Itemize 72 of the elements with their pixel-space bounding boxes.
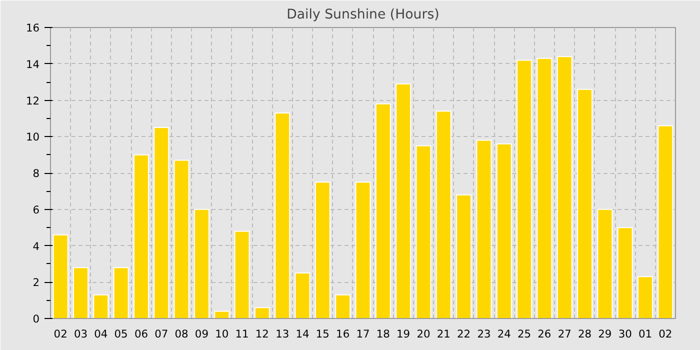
y-tick-label: 10 [26, 130, 40, 144]
x-tick-label: 22 [457, 328, 471, 340]
x-tick-label: 02 [54, 328, 68, 340]
x-tick-label: 29 [598, 328, 612, 340]
bar [294, 272, 310, 318]
x-tick-label: 15 [316, 328, 330, 340]
bar [72, 267, 88, 318]
bar [154, 127, 170, 318]
bar [496, 143, 512, 318]
bar [194, 208, 210, 318]
x-tick-label: 03 [74, 328, 88, 340]
x-tick-label: 26 [538, 328, 552, 340]
bar [436, 110, 452, 318]
bar [174, 160, 190, 318]
bar [516, 60, 532, 318]
x-tick-label: 28 [578, 328, 592, 340]
bar [314, 182, 330, 318]
bar [556, 56, 572, 318]
bar [93, 294, 109, 318]
y-tick-label: 14 [26, 58, 40, 71]
bar [638, 276, 654, 318]
y-tick-label: 12 [26, 94, 40, 108]
y-tick-label: 6 [32, 203, 40, 216]
x-tick-label: 04 [94, 328, 108, 340]
x-tick-label: 02 [658, 328, 672, 340]
x-tick-label: 06 [134, 328, 148, 340]
bar [113, 267, 129, 318]
bar [234, 230, 250, 318]
bar [355, 182, 371, 318]
bar [214, 310, 230, 318]
y-tick-label: 4 [32, 240, 40, 253]
y-tick-label: 8 [32, 167, 40, 180]
x-tick-label: 20 [416, 328, 430, 340]
x-tick-label: 09 [194, 328, 209, 340]
y-tick-label: 0 [32, 312, 40, 326]
x-tick-label: 05 [114, 328, 128, 340]
bar [396, 83, 412, 318]
bar [416, 145, 432, 318]
x-tick-label: 01 [638, 328, 652, 340]
bar [335, 294, 351, 318]
x-tick-label: 30 [618, 328, 632, 340]
bar [597, 208, 613, 318]
x-tick-label: 27 [558, 328, 572, 340]
x-tick-label: 18 [376, 328, 390, 340]
x-tick-label: 21 [436, 328, 450, 340]
bar [456, 194, 472, 318]
x-tick-label: 16 [336, 328, 350, 340]
x-tick-label: 17 [356, 328, 370, 340]
bar [617, 227, 633, 318]
x-tick-label: 12 [255, 328, 269, 340]
x-tick-label: 23 [477, 328, 491, 340]
y-tick-label: 2 [32, 276, 40, 290]
bar [254, 307, 270, 318]
bar [133, 154, 149, 318]
x-tick-label: 11 [235, 328, 249, 340]
y-tick-label: 16 [26, 22, 40, 34]
bar [536, 58, 552, 318]
bar [658, 125, 674, 318]
bar [375, 103, 391, 318]
x-tick-label: 14 [296, 328, 310, 340]
bar [476, 140, 492, 318]
bar [52, 234, 68, 318]
x-tick-label: 19 [396, 328, 410, 340]
x-tick-label: 10 [215, 328, 229, 340]
bar [274, 112, 290, 318]
chart-title: Daily Sunshine (Hours) [286, 8, 440, 22]
x-tick-label: 25 [518, 328, 532, 340]
bar [577, 88, 593, 318]
x-tick-label: 07 [154, 328, 168, 340]
x-tick-label: 08 [174, 328, 189, 340]
x-tick-label: 24 [497, 328, 512, 340]
x-tick-label: 13 [276, 328, 290, 340]
